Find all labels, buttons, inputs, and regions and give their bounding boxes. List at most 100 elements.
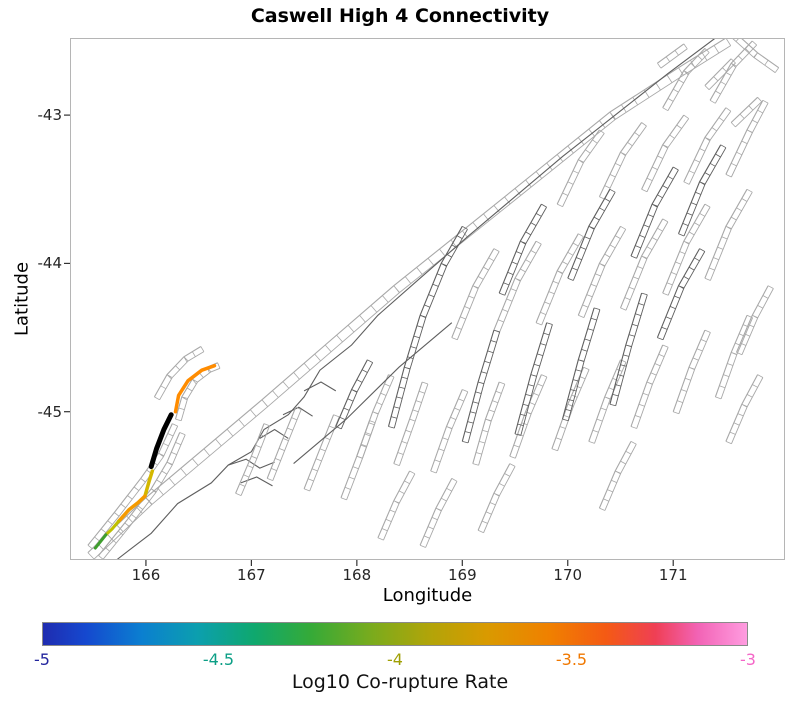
fault-trace-segments	[154, 346, 205, 401]
fault-trace	[356, 374, 390, 457]
fault-trace-offset	[636, 347, 669, 429]
fault-trace	[293, 322, 453, 465]
fault-trace-segments	[335, 359, 373, 430]
fault-trace-segments	[736, 285, 774, 356]
fault-trace-segments	[662, 48, 710, 112]
fault-trace	[303, 414, 335, 490]
fault-trace-segments	[551, 366, 590, 452]
colorbar-gradient	[42, 622, 748, 646]
fault-trace	[98, 432, 181, 556]
fault-trace	[393, 381, 423, 464]
fault-trace	[683, 107, 727, 183]
fault-trace-segments	[98, 432, 186, 560]
fault-trace	[472, 381, 500, 464]
fault-trace-segments	[462, 329, 500, 444]
co-rupture-segment-black	[148, 412, 174, 470]
fault-trace-segments	[662, 203, 711, 296]
fault-trace-segments	[609, 292, 648, 407]
fault-trace-offset	[709, 191, 753, 281]
fault-trace-segments	[630, 166, 679, 259]
fault-trace	[657, 43, 685, 64]
x-tick-label: 171	[658, 566, 688, 584]
fault-trace	[730, 96, 758, 123]
fault-trace-segments	[419, 225, 468, 318]
fault-trace-offset	[456, 251, 500, 340]
fault-trace	[116, 38, 717, 560]
fault-trace-offset	[678, 332, 711, 414]
x-tick-label: 166	[131, 566, 161, 584]
fault-trace-segments	[725, 374, 764, 445]
fault-trace-segments	[657, 43, 688, 69]
fault-trace-offset	[435, 391, 469, 474]
fault-trace-segments	[340, 420, 376, 501]
fault-trace	[577, 226, 621, 316]
fault-trace-offset	[604, 443, 637, 511]
colorbar-tick-label: -3	[740, 650, 756, 669]
fault-trace	[387, 315, 421, 427]
co-rupture-segment-orange-arc	[173, 363, 217, 414]
fault-trace	[556, 129, 600, 205]
fault-trace-offset	[541, 236, 584, 326]
fault-trace	[514, 322, 548, 435]
fault-trace-offset	[660, 48, 688, 69]
fault-trace-offset	[688, 110, 732, 185]
y-tick-label: -44	[37, 254, 63, 273]
fault-trace-segments	[87, 38, 732, 560]
fault-trace	[451, 248, 495, 338]
fault-trace	[714, 315, 748, 398]
fault-trace-segments	[620, 218, 669, 311]
fault-trace-segments	[303, 414, 340, 492]
fault-trace-offset	[708, 62, 736, 91]
fault-trace	[704, 189, 748, 279]
fault-trace-segments	[377, 470, 416, 541]
fault-trace-offset	[615, 294, 648, 406]
fault-trace-offset	[604, 125, 647, 200]
fault-trace-offset	[478, 383, 506, 466]
fault-trace-segments	[630, 344, 669, 429]
fault-trace-segments	[175, 362, 221, 422]
fault-trace	[740, 38, 780, 69]
fault-trace	[588, 359, 622, 442]
fault-trace-offset	[741, 288, 774, 355]
fault-trace-segments	[715, 314, 753, 400]
fault-trace	[498, 203, 542, 294]
fault-trace-offset	[646, 118, 690, 192]
fault-trace-segments	[419, 478, 458, 548]
fault-trace-segments	[509, 374, 548, 459]
fault-trace-offset	[362, 376, 395, 459]
fault-trace	[303, 381, 337, 392]
fault-trace-segments	[499, 203, 547, 296]
fault-trace	[561, 307, 595, 420]
fault-trace	[535, 233, 579, 323]
fault-trace-segments	[535, 233, 584, 326]
fault-trace-offset	[583, 229, 627, 318]
fault-trace-segments	[704, 58, 736, 90]
fault-trace-segments	[477, 463, 516, 534]
fault-trace-segments	[562, 307, 601, 422]
fault-trace-offset	[730, 102, 769, 178]
fault-trace-segments	[578, 225, 626, 318]
fault-trace-offset	[714, 44, 758, 104]
fault-trace-offset	[735, 101, 763, 128]
fault-trace-segments	[356, 374, 395, 459]
x-tick-label: 167	[237, 566, 266, 584]
fault-trace-offset	[398, 383, 429, 466]
fault-trace-offset	[93, 45, 731, 560]
fault-trace-offset	[425, 481, 458, 548]
fault-trace-offset	[662, 251, 706, 340]
fault-trace-segments	[557, 129, 605, 208]
fault-trace-segments	[599, 122, 647, 200]
fault-trace-segments	[678, 144, 727, 237]
fault-trace-segments	[673, 329, 711, 415]
fault-traces-layer	[87, 38, 780, 560]
fault-trace-offset	[731, 377, 764, 444]
fault-trace-segments	[393, 381, 429, 466]
chart-title: Caswell High 4 Connectivity	[250, 5, 550, 27]
fault-trace-segments	[599, 441, 637, 511]
x-tick-label: 168	[342, 566, 372, 584]
colorbar-tick-label: -4	[387, 650, 403, 669]
y-tick-label: -43	[37, 106, 63, 125]
fault-trace-offset	[514, 376, 548, 459]
fault-trace-segments	[514, 322, 553, 436]
